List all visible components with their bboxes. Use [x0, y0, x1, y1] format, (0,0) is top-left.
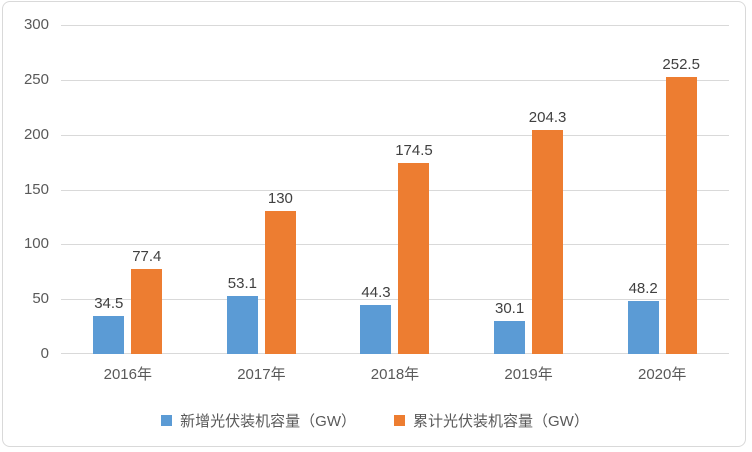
data-label: 34.5: [94, 295, 124, 313]
x-category-label: 2019年: [504, 366, 553, 383]
data-label: 53.1: [227, 274, 257, 292]
legend-label: 新增光伏装机容量（GW）: [180, 412, 356, 430]
legend-item: 新增光伏装机容量（GW）: [161, 410, 356, 431]
legend-label: 累计光伏装机容量（GW）: [413, 412, 589, 430]
y-tick-label: 100: [23, 235, 49, 252]
data-label: 48.2: [628, 280, 658, 298]
plot-area: 34.5 77.4 53.1 130 44.3 174.5 30.1 204.3 48.2 252…: [61, 25, 729, 354]
bar-group-2017年: 53.1 130: [195, 25, 329, 354]
legend-marker-icon: [161, 414, 173, 426]
bar-group-2018年: 44.3 174.5: [328, 25, 462, 354]
gridline: [61, 190, 729, 191]
y-axis-labels: 0 50 100 150 200 250 300: [3, 16, 49, 362]
bar-groups: 34.5 77.4 53.1 130 44.3 174.5 30.1 204.3 48.2 252…: [61, 25, 729, 354]
data-label: 252.5: [662, 56, 700, 74]
gridline: [61, 244, 729, 245]
y-tick-label: 250: [23, 71, 49, 88]
gridline: [61, 299, 729, 300]
gridline: [61, 353, 729, 354]
x-category-label: 2018年: [370, 366, 420, 383]
y-tick-label: 200: [23, 126, 49, 143]
bar-group-2020年: 48.2 252.5: [595, 25, 729, 354]
gridline: [61, 135, 729, 136]
x-category-label: 2017年: [237, 366, 286, 383]
legend: 新增光伏装机容量（GW） 累计光伏装机容量（GW）: [3, 407, 747, 433]
y-tick-label: 0: [40, 345, 49, 362]
gridline: [61, 25, 729, 26]
bar: 48.2: [627, 280, 659, 354]
data-label: 130: [267, 190, 293, 208]
bar-group-2016年: 34.5 77.4: [61, 25, 195, 354]
bar: 44.3: [360, 284, 392, 354]
chart-frame: 34.5 77.4 53.1 130 44.3 174.5 30.1 204.3 48.2 252…: [2, 1, 746, 447]
bar: 174.5: [395, 142, 433, 354]
legend-item: 累计光伏装机容量（GW）: [394, 410, 589, 431]
x-category-label: 2020年: [637, 366, 687, 383]
y-tick-label: 150: [23, 181, 49, 198]
data-label: 30.1: [494, 300, 525, 317]
y-tick-label: 300: [23, 16, 49, 33]
legend-marker-icon: [394, 414, 405, 426]
data-label: 77.4: [132, 248, 162, 266]
bar: 252.5: [662, 56, 700, 354]
y-tick-label: 50: [32, 290, 49, 307]
x-axis-labels: 2016年 2017年 2018年 2019年 2020年: [61, 363, 729, 384]
bar: 34.5: [93, 295, 125, 354]
bar: 77.4: [131, 248, 163, 354]
bar: 204.3: [529, 109, 566, 354]
bar: 130: [264, 190, 296, 354]
data-label: 44.3: [361, 284, 391, 302]
data-label: 204.3: [528, 109, 567, 126]
x-category-label: 2016年: [103, 366, 152, 383]
gridline: [61, 80, 729, 81]
bar-group-2019年: 30.1 204.3: [462, 25, 596, 354]
bar: 53.1: [226, 275, 258, 354]
bar: 30.1: [494, 300, 526, 354]
data-label: 174.5: [395, 141, 433, 159]
